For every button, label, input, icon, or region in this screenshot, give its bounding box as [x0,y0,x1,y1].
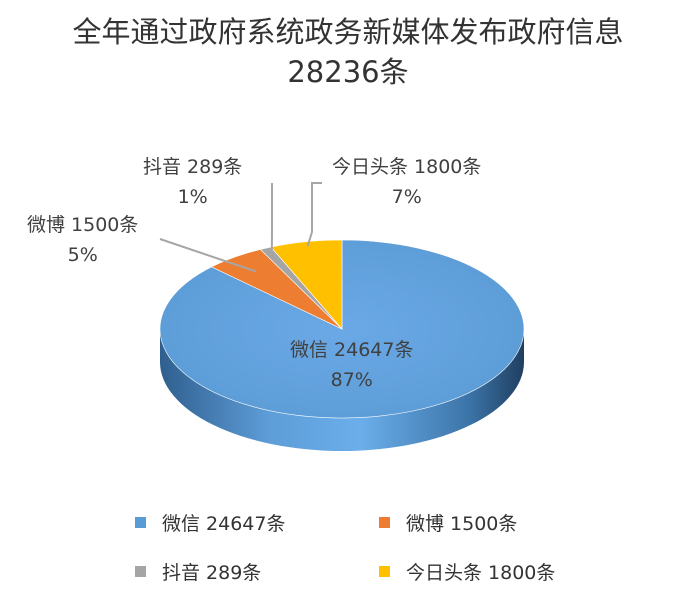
pie-side-wall [160,329,524,451]
legend-swatch [135,566,146,577]
legend-swatch [135,517,146,528]
data-label-douyin: 抖音 289条 1% [143,156,243,208]
chart-title: 全年通过政府系统政务新媒体发布政府信息 [72,15,624,49]
legend-item-toutiao: 今日头条 1800条 [379,558,555,585]
legend-item-weixin: 微信 24647条 [135,509,285,536]
leader-line-weibo [159,238,257,273]
data-label-weibo: 微博 1500条 5% [27,214,139,266]
legend-item-douyin: 抖音 289条 [135,558,261,585]
legend-swatch [379,517,390,528]
data-label-toutiao: 今日头条 1800条 7% [332,156,482,208]
legend-swatch [379,566,390,577]
chart-subtitle: 28236条 [287,55,409,89]
legend-item-weibo: 微博 1500条 [379,509,517,536]
leader-line-toutiao [306,182,322,247]
data-label-weixin: 微信 24647条 87% [290,339,414,391]
